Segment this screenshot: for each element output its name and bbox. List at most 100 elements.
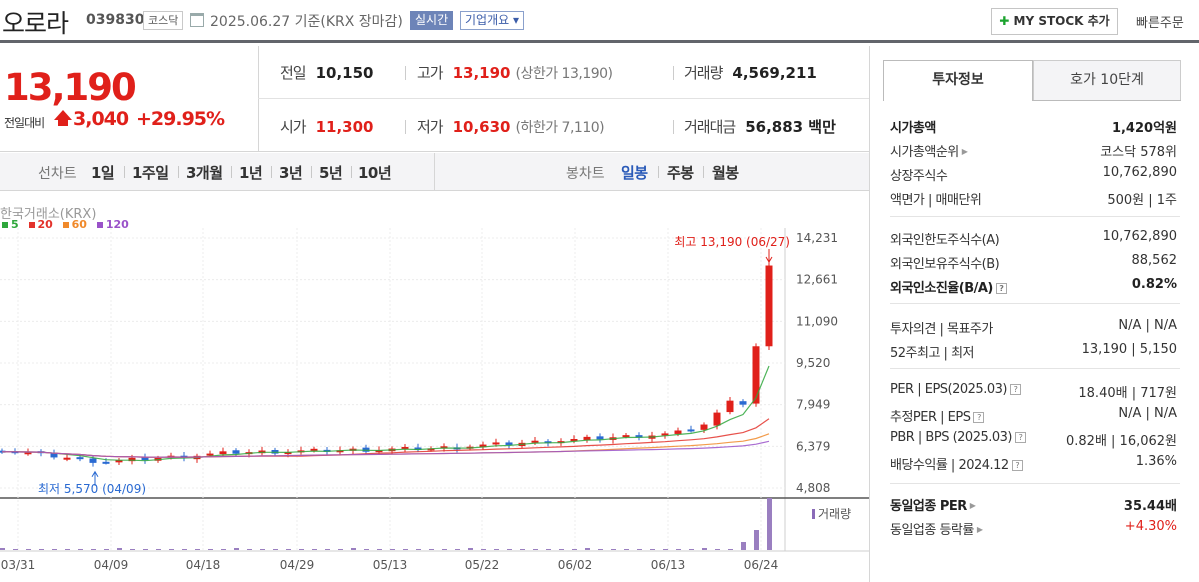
volume-bar [754,530,759,550]
candle-body [310,448,318,451]
help-icon[interactable]: ? [1014,432,1026,443]
info-value: 13,190 | 5,150 [1081,342,1177,357]
separator [311,166,312,178]
period-3y[interactable]: 3년 [279,164,303,182]
y-tick-label: 4,808 [796,481,830,495]
candle-body [583,436,591,441]
info-row-cap-rank[interactable]: 시가총액순위 ▶ 코스닥 578위 [890,137,1177,161]
candle-body [24,452,32,455]
line-chart-label: 선차트 [38,166,77,182]
y-tick-label: 9,520 [796,356,830,370]
info-key: 배당수익률 | 2024.12? [890,454,1023,473]
y-tick-label: 11,090 [796,314,838,328]
info-key-text: 시가총액순위 [890,145,959,160]
stat-value: 10,150 [315,64,374,82]
separator [351,166,352,178]
info-key-text: 추정PER | EPS [890,410,971,425]
x-tick-label: 04/29 [280,558,315,572]
volume-bar [507,549,512,550]
stat-label: 고가 [417,64,444,82]
info-row-industry-change[interactable]: 동일업종 등락률 ▶ +4.30% [890,515,1177,539]
volume-bar [455,549,460,550]
candle-body [76,457,84,460]
info-value: 0.82배 | 16,062원 [1066,434,1177,449]
volume-bar [481,549,486,550]
volume-bar [741,542,746,550]
candle-body [63,457,71,460]
volume-bar [676,549,681,550]
max-price-label: 최고 13,190 (06/27) [674,235,790,249]
period-1d[interactable]: 1일 [91,164,115,182]
add-mystock-button[interactable]: ✚ MY STOCK 추가 [991,8,1118,35]
y-tick-label: 6,379 [796,439,830,453]
change-rate: +29.95% [136,108,225,130]
period-5y[interactable]: 5년 [319,164,343,182]
candle-body [401,446,409,449]
candle-body [726,400,734,413]
candle-body [765,265,773,316]
volume-bar [520,549,525,550]
change-label: 전일대비 [4,116,45,130]
corp-overview-button[interactable]: 기업개요 ▾ [460,11,524,30]
help-icon[interactable]: ? [995,283,1007,294]
info-key: 동일업종 등락률 ▶ [890,519,983,538]
arrow-right-icon: ▶ [969,501,976,510]
info-row-est-per: 추정PER | EPS? N/A | N/A [890,402,1177,426]
period-3m[interactable]: 3개월 [186,164,223,182]
info-value: 10,762,890 [1102,229,1177,244]
period-1w[interactable]: 1주일 [132,164,169,182]
x-tick-label: 04/18 [186,558,221,572]
plus-icon: ✚ [999,14,1010,28]
ma-legend-label: 20 [37,218,53,231]
help-icon[interactable]: ? [1009,384,1021,395]
candle-weekly[interactable]: 주봉 [667,164,694,182]
info-key: 추정PER | EPS? [890,406,985,425]
volume-bar [585,548,590,550]
volume-bar [208,549,213,550]
candle-body [414,447,422,451]
separator [271,166,272,178]
info-value: 35.44배 [1123,499,1177,514]
realtime-button[interactable]: 실시간 [410,11,454,30]
candle-body [661,433,669,436]
info-key-text: PBR | BPS (2025.03) [890,430,1012,445]
candle-body [596,436,604,440]
help-icon[interactable]: ? [1011,460,1023,471]
candle-daily[interactable]: 일봉 [621,164,648,182]
stock-chart[interactable]: 14,231 12,661 11,090 9,520 7,949 6,379 4,808 03… [0,191,869,582]
ma-legend-item: 20 [28,218,53,231]
volume-bar [299,549,304,550]
candle-monthly[interactable]: 월봉 [712,164,739,182]
stat-value: 4,569,211 [732,64,817,82]
volume-bar [663,549,668,550]
info-key-text: 배당수익률 | 2024.12 [890,458,1009,473]
info-row-market-cap: 시가총액 1,420억원 [890,113,1177,137]
help-icon[interactable]: ? [973,412,985,423]
info-key: 외국인보유주식수(B) [890,257,1000,272]
quick-order-link[interactable]: 빠른주문 [1136,16,1184,31]
candle-body [492,442,500,445]
volume-bar [65,549,70,550]
info-row-pbr-bps: PBR | BPS (2025.03)? 0.82배 | 16,062원 [890,426,1177,450]
volume-bar [247,549,252,550]
min-price-label: 최저 5,570 (04/09) [38,482,146,496]
tab-investment-info[interactable]: 투자정보 [883,60,1033,101]
min-arrow-icon [91,470,99,478]
tab-order-book[interactable]: 호가 10단계 [1033,60,1181,101]
volume-bar [325,549,330,550]
stat-sub: (하한가 7,110) [515,120,605,136]
info-value: 1.36% [1135,454,1177,469]
chart-source: 한국거래소(KRX) [0,207,97,222]
period-1y[interactable]: 1년 [239,164,263,182]
price-panel: 13,190 전일대비 3,040 +29.95% 전일 10,150 고가 13,… [0,46,869,152]
period-10y[interactable]: 10년 [358,164,392,182]
x-tick-label: 06/13 [651,558,686,572]
separator [231,166,232,178]
info-row-industry-per[interactable]: 동일업종 PER ▶ 35.44배 [890,491,1177,515]
volume-bar [468,548,473,550]
chart-canvas[interactable]: 14,231 12,661 11,090 9,520 7,949 6,379 4,808 03… [0,191,869,582]
stock-name: 오로라 [2,9,69,38]
divider [890,368,1180,369]
volume-bar [624,549,629,550]
info-row-foreign-limit: 외국인한도주식수(A) 10,762,890 [890,225,1177,249]
